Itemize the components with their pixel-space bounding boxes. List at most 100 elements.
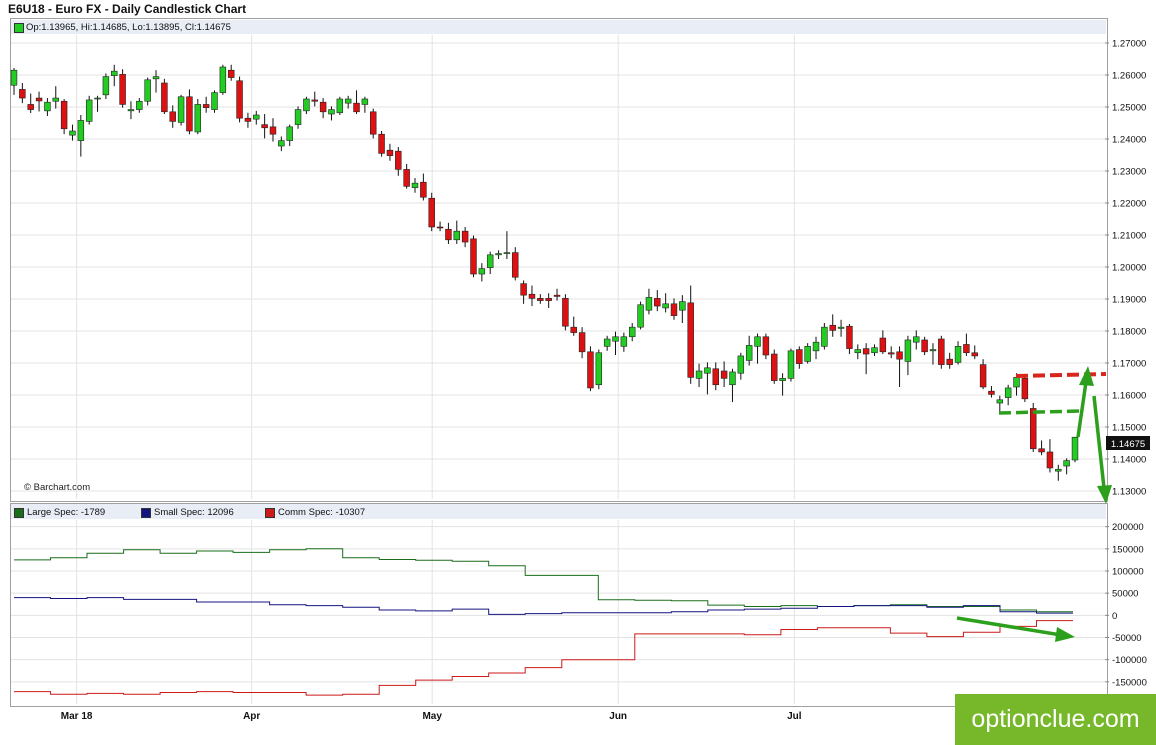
down-candle-body xyxy=(35,97,43,102)
price-tick-label: 1.14000 xyxy=(1112,455,1146,466)
ohlc-header-bar xyxy=(11,20,1106,34)
down-candle-body xyxy=(720,370,728,379)
cot-axis-labels: 200000 150000 100000 50000 0 -50000 -100000 -15… xyxy=(1112,522,1147,688)
price-tick-label: 1.23000 xyxy=(1112,167,1146,178)
up-candle-body xyxy=(194,104,202,133)
down-candle-body xyxy=(762,336,770,356)
down-candle-body xyxy=(771,353,778,381)
down-candle-body xyxy=(654,298,661,307)
small-spec-label: Small Spec: 12096 xyxy=(154,507,234,518)
down-candle-body xyxy=(60,100,68,130)
down-candle-body xyxy=(378,133,385,154)
down-candle-body xyxy=(470,238,477,275)
up-candle-body xyxy=(620,336,628,347)
down-candle-body xyxy=(578,332,586,353)
up-candle-body xyxy=(294,109,302,125)
down-candle-body xyxy=(403,169,410,187)
down-arrow-head-icon xyxy=(1097,485,1112,504)
large-spec-swatch-icon xyxy=(14,508,24,518)
up-candle-body xyxy=(94,97,101,100)
down-candle-body xyxy=(1046,451,1054,469)
cot-tick-label: 200000 xyxy=(1112,522,1144,533)
price-tick-label: 1.24000 xyxy=(1112,135,1146,146)
cot-series xyxy=(14,548,1073,696)
up-arrow-shaft xyxy=(1076,381,1088,438)
up-candle-body xyxy=(637,304,644,328)
down-candle-body xyxy=(436,226,444,229)
down-candle-body xyxy=(227,69,235,78)
price-tick-label: 1.26000 xyxy=(1112,71,1146,82)
price-tick-label: 1.27000 xyxy=(1112,39,1146,50)
small-spec-swatch-icon xyxy=(141,508,151,518)
up-candle-body xyxy=(303,98,310,112)
date-tick-label: Apr xyxy=(243,711,260,722)
up-candle-body xyxy=(595,352,603,386)
up-candle-body xyxy=(954,346,962,363)
up-candle-body xyxy=(804,346,811,362)
price-tick-label: 1.19000 xyxy=(1112,295,1146,306)
brand-watermark: optionclue.com xyxy=(955,694,1156,745)
up-candle-body xyxy=(85,99,93,122)
up-candle-body xyxy=(745,345,753,361)
last-price-tag: 1.14675 xyxy=(1106,436,1150,450)
down-arrow-shaft xyxy=(1092,395,1106,489)
small-spec-line xyxy=(14,597,1073,615)
cot-tick-label: 50000 xyxy=(1112,589,1138,600)
price-grid xyxy=(11,35,1109,499)
down-candle-body xyxy=(161,82,168,113)
price-tick-label: 1.25000 xyxy=(1112,103,1146,114)
down-candle-body xyxy=(938,338,945,365)
up-candle-body xyxy=(854,349,862,354)
up-candle-body xyxy=(871,347,878,354)
up-candle-body xyxy=(1013,377,1020,388)
cot-tick-label: -150000 xyxy=(1112,677,1147,688)
price-tick-label: 1.13000 xyxy=(1112,487,1146,498)
down-candle-body xyxy=(537,298,544,301)
down-candle-body xyxy=(353,102,360,113)
cot-tick-label: 100000 xyxy=(1112,566,1144,577)
up-candle-body xyxy=(127,109,135,112)
up-candle-body xyxy=(645,297,653,311)
up-candle-body xyxy=(913,336,920,343)
up-candle-body xyxy=(336,98,344,114)
up-candle-body xyxy=(144,79,151,102)
down-candle-body xyxy=(311,99,318,102)
comm-spec-label: Comm Spec: -10307 xyxy=(278,507,366,518)
annotations xyxy=(956,366,1112,642)
up-candle-body xyxy=(177,96,185,123)
up-candle-body xyxy=(929,349,937,352)
down-candle-body xyxy=(420,181,427,198)
down-candle-body xyxy=(261,124,268,129)
up-candle-body xyxy=(704,367,711,374)
up-candle-body xyxy=(361,98,369,105)
up-candle-body xyxy=(136,100,143,110)
date-tick-label: Jun xyxy=(609,711,627,722)
up-candle-body xyxy=(219,66,227,93)
down-candle-body xyxy=(428,197,435,228)
down-candle-body xyxy=(445,228,452,241)
up-candle-body xyxy=(152,76,160,80)
price-axis-labels: 1.27000 1.26000 1.25000 1.24000 1.23000 1.220… xyxy=(1112,39,1146,498)
up-candle-body xyxy=(495,253,502,256)
down-candle-body xyxy=(395,150,402,170)
down-candle-body xyxy=(520,283,527,296)
down-candle-body xyxy=(528,293,536,299)
up-candle-body xyxy=(996,399,1004,404)
cot-grid xyxy=(11,520,1109,704)
down-candle-body xyxy=(988,390,995,395)
up-candle-body xyxy=(904,339,912,362)
date-tick-label: Mar 18 xyxy=(61,711,93,722)
down-candle-body xyxy=(512,252,519,278)
ohlc-readout: Op:1.13965, Hi:1.14685, Lo:1.13895, Cl:1… xyxy=(26,22,231,33)
down-candle-body xyxy=(269,126,277,135)
down-candle-body xyxy=(186,96,193,132)
down-candle-body xyxy=(27,104,34,110)
up-candle-body xyxy=(603,338,611,347)
down-candle-body xyxy=(562,298,569,327)
down-candle-body xyxy=(461,230,469,243)
comm-spec-swatch-icon xyxy=(265,508,275,518)
down-candle-body xyxy=(202,104,210,108)
cot-tick-label: -50000 xyxy=(1112,633,1142,644)
up-candle-body xyxy=(486,254,494,268)
down-candle-body xyxy=(862,348,870,355)
